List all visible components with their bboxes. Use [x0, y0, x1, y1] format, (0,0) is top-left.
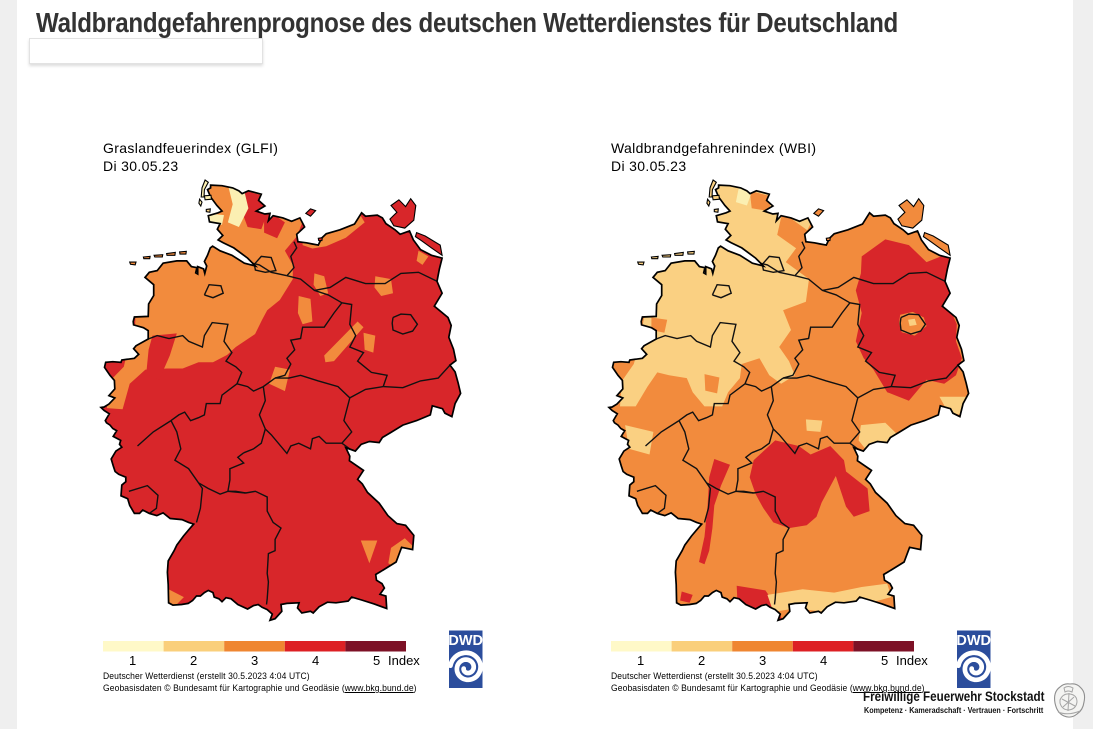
- svg-text:DWD: DWD: [956, 633, 991, 649]
- svg-text:DWD: DWD: [448, 633, 483, 649]
